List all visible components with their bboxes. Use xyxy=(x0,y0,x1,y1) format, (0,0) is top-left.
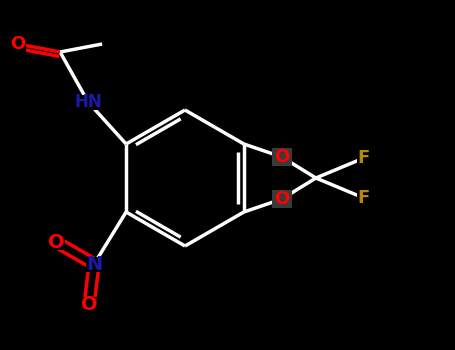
Bar xyxy=(357,191,371,205)
Text: F: F xyxy=(358,149,370,167)
Bar xyxy=(357,151,371,165)
Text: O: O xyxy=(10,35,26,53)
Bar xyxy=(86,257,103,272)
Text: O: O xyxy=(81,294,97,314)
Text: N: N xyxy=(86,254,102,273)
Bar xyxy=(10,36,26,51)
Text: O: O xyxy=(48,232,65,252)
Bar xyxy=(75,94,101,110)
Text: O: O xyxy=(274,148,289,166)
Text: HN: HN xyxy=(74,93,102,111)
Bar xyxy=(272,148,292,166)
Text: F: F xyxy=(358,189,370,207)
Bar xyxy=(48,234,65,250)
Bar xyxy=(272,190,292,208)
Text: O: O xyxy=(274,190,289,208)
Bar xyxy=(81,296,98,312)
